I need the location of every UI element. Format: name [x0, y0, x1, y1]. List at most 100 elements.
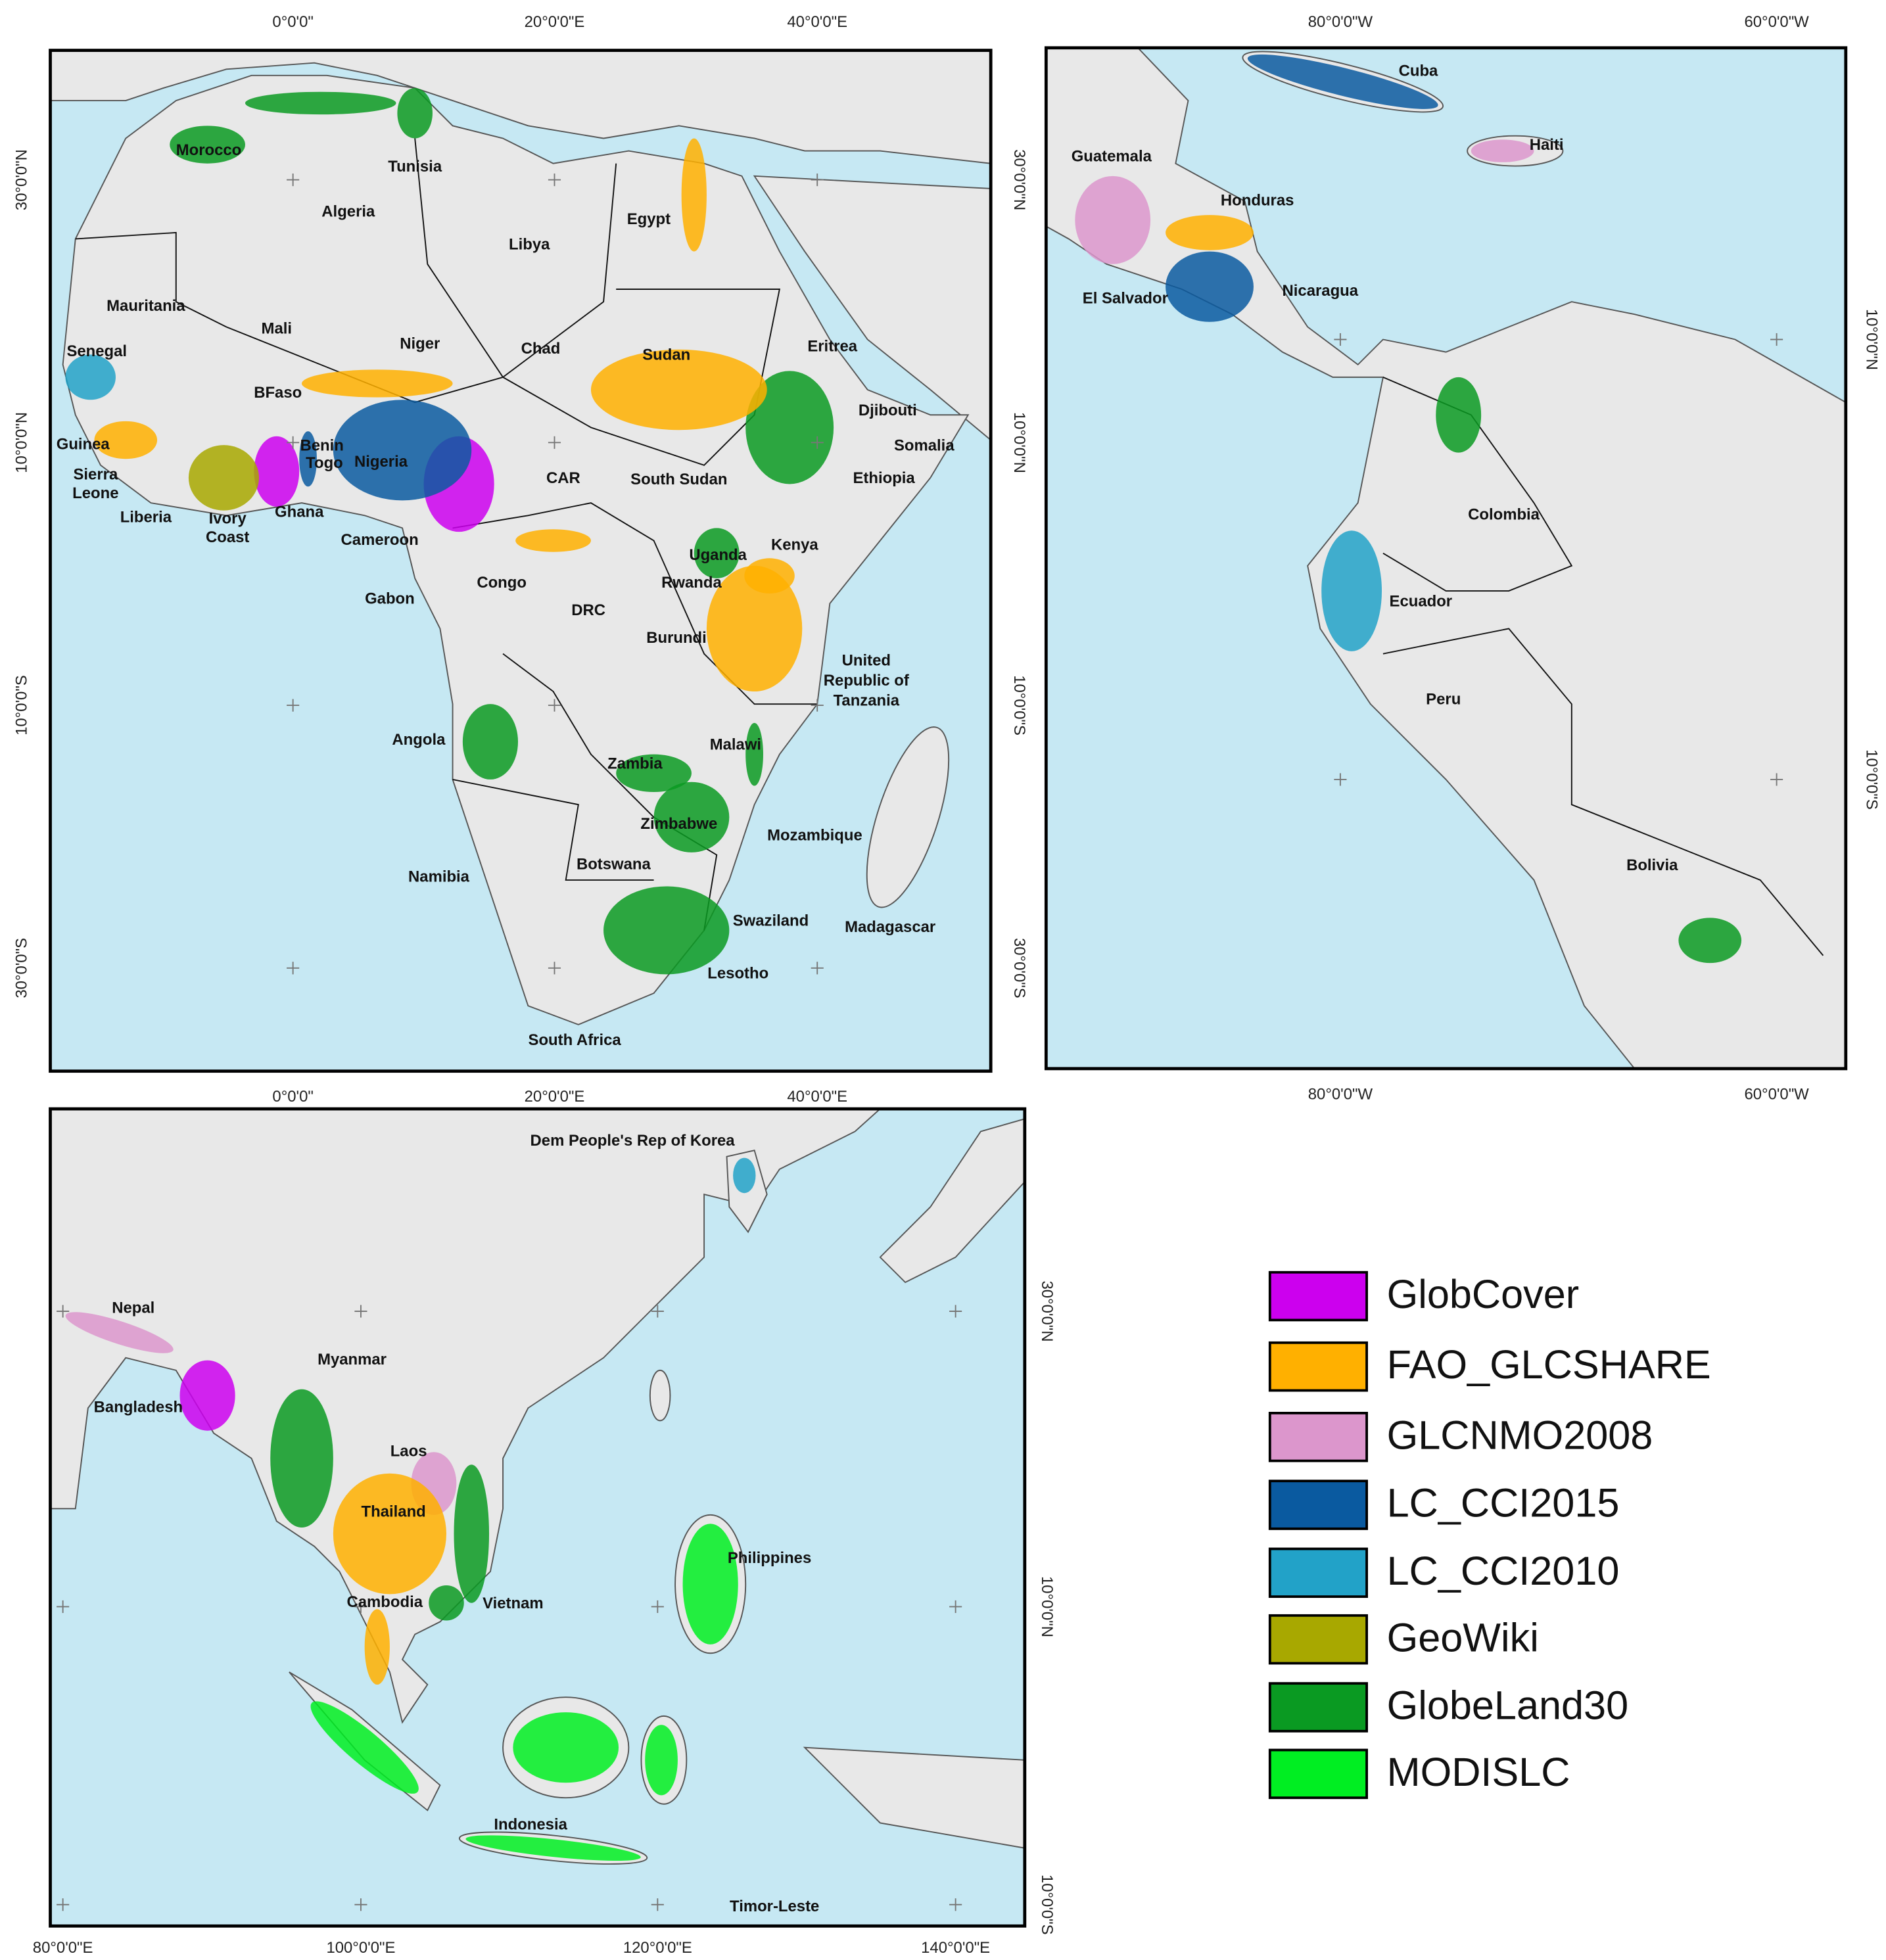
cropland-patch [515, 529, 591, 552]
country-label: Dem People's Rep of Korea [530, 1132, 736, 1150]
legend-label: FAO_GLCSHARE [1387, 1342, 1711, 1387]
country-label: Nicaragua [1283, 282, 1359, 300]
cropland-patch [513, 1712, 619, 1783]
country-label: Ecuador [1390, 593, 1453, 611]
graticule-label: 60°0'0"W [1744, 1085, 1809, 1103]
graticule-label: 30°0'0"N [1010, 149, 1028, 210]
country-label: Djibouti [859, 402, 917, 419]
country-label: Bolivia [1626, 856, 1678, 874]
country-label: Somalia [894, 436, 955, 454]
cropland-patch [465, 1835, 641, 1861]
cropland-patch [397, 87, 433, 139]
graticule-label: 80°0'0"W [1308, 13, 1373, 31]
country-label: Guinea [57, 435, 110, 453]
country-label: DRC [571, 601, 605, 619]
country-label: Coast [206, 528, 249, 546]
cropland-patch [681, 138, 707, 252]
legend-swatch [1268, 1271, 1368, 1322]
country-label: Eritrea [807, 337, 857, 355]
country-label: Rwanda [661, 574, 722, 592]
cropland-patch [333, 1473, 446, 1595]
graticule-label: 0°0'0" [272, 1088, 313, 1106]
country-label: Cuba [1399, 62, 1438, 80]
graticule-label: 140°0'0"E [921, 1939, 990, 1957]
country-label: South Africa [529, 1031, 622, 1049]
country-label: Burundi [646, 629, 707, 647]
country-label: Timor-Leste [730, 1898, 819, 1915]
legend-label: MODISLC [1387, 1750, 1570, 1794]
cropland-patch [429, 1585, 464, 1621]
cropland-patch [645, 1725, 678, 1796]
country-label: Senegal [66, 342, 127, 360]
americas-frame [1044, 46, 1848, 1071]
country-label: Uganda [689, 546, 747, 564]
country-label: United [842, 651, 891, 669]
country-label: Algeria [321, 203, 375, 221]
country-label: Myanmar [318, 1351, 387, 1368]
cropland-patch [603, 886, 730, 975]
country-label: Namibia [408, 868, 470, 885]
africa-map [50, 50, 991, 1071]
graticule-label: 10°0'0"S [1038, 1875, 1056, 1935]
graticule-label: 30°0'0"N [13, 149, 31, 210]
cropland-patch [299, 431, 317, 487]
cropland-patch [1321, 530, 1382, 651]
graticule-label: 10°0'0"S [13, 675, 31, 735]
graticule-label: 20°0'0"E [525, 13, 585, 31]
country-label: Leone [72, 484, 118, 502]
asia-frame [49, 1107, 1027, 1928]
graticule-label: 120°0'0"E [623, 1939, 692, 1957]
cropland-patch [706, 565, 803, 692]
graticule-label: 30°0'0"N [1038, 1280, 1056, 1342]
cropland-patch [682, 1524, 738, 1645]
country-label: CAR [546, 469, 580, 487]
cropland-patch [254, 436, 300, 507]
asia-map [50, 1109, 1025, 1926]
cropland-patch [188, 445, 260, 511]
legend-label: GlobeLand30 [1387, 1683, 1628, 1728]
legend-swatch [1268, 1614, 1368, 1665]
country-label: Guatemala [1072, 147, 1152, 165]
graticule-label: 10°0'0"N [1010, 412, 1028, 473]
legend-swatch [1268, 1547, 1368, 1598]
country-label: Republic of [824, 672, 909, 689]
cropland-patch [179, 1360, 235, 1431]
country-label: Peru [1426, 691, 1461, 709]
country-label: Botswana [577, 855, 651, 873]
country-label: Ivory [209, 509, 247, 527]
country-label: Colombia [1468, 506, 1540, 524]
country-label: South Sudan [630, 471, 727, 488]
country-label: Chad [521, 340, 561, 358]
cropland-patch [1471, 139, 1534, 162]
country-label: Philippines [728, 1549, 811, 1567]
legend-label: GeoWiki [1387, 1615, 1539, 1660]
graticule-label: 40°0'0"E [787, 1088, 847, 1106]
country-label: Zimbabwe [640, 815, 717, 833]
graticule-label: 20°0'0"E [525, 1088, 585, 1106]
country-label: BFaso [254, 384, 302, 402]
country-label: Honduras [1221, 191, 1294, 209]
cropland-patch [454, 1464, 490, 1603]
cropland-patch [270, 1389, 333, 1528]
country-label: Laos [390, 1443, 427, 1460]
country-label: Gabon [365, 590, 415, 608]
graticule-label: 10°0'0"S [1863, 749, 1881, 810]
country-label: Togo [306, 454, 343, 472]
country-label: Angola [392, 731, 446, 749]
cropland-patch [65, 354, 116, 400]
legend-swatch [1268, 1682, 1368, 1733]
graticule-label: 30°0'0"S [13, 938, 31, 998]
legend-label: GLCNMO2008 [1387, 1412, 1653, 1457]
country-label: Nigeria [354, 453, 408, 471]
country-label: Malawi [710, 736, 761, 754]
country-label: Nepal [112, 1299, 154, 1317]
cropland-patch [1678, 918, 1742, 964]
country-label: Ghana [275, 503, 324, 521]
country-label: Bangladesh [94, 1399, 183, 1416]
graticule-label: 80°0'0"E [33, 1939, 93, 1957]
graticule-label: 100°0'0"E [326, 1939, 395, 1957]
cropland-patch [302, 369, 453, 398]
country-label: Congo [477, 574, 527, 592]
